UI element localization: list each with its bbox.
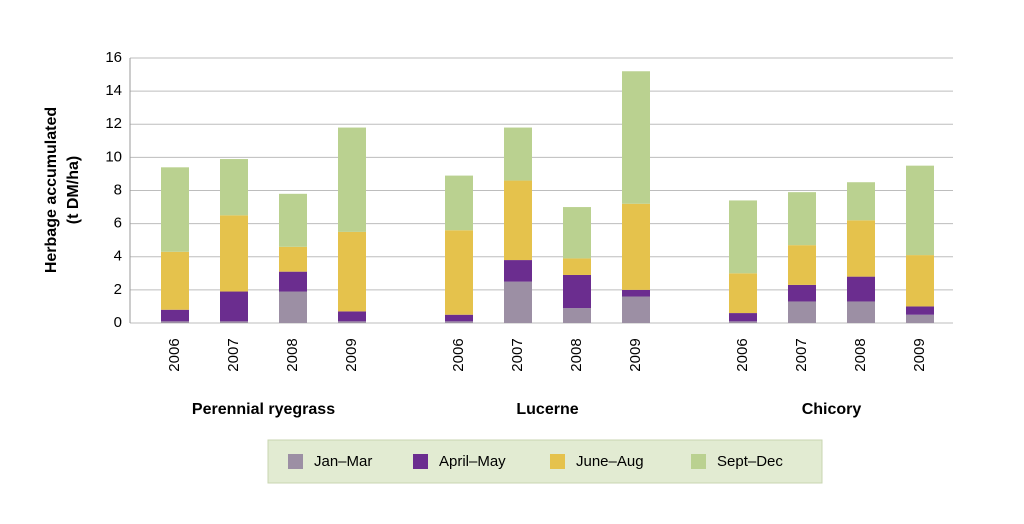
bar-segment xyxy=(622,296,650,323)
bar-segment xyxy=(729,321,757,323)
bar-segment xyxy=(847,182,875,221)
legend-label: Jan–Mar xyxy=(314,453,372,470)
x-tick-label: 2007 xyxy=(509,338,526,371)
y-tick-label: 4 xyxy=(114,248,122,265)
bar-segment xyxy=(338,231,366,312)
bar-segment xyxy=(279,271,307,292)
bar-segment xyxy=(220,159,248,216)
bar-segment xyxy=(161,309,189,322)
bar-segment xyxy=(220,321,248,323)
bar-segment xyxy=(788,245,816,285)
legend-swatch xyxy=(550,454,565,469)
bar-segment xyxy=(729,200,757,274)
y-tick-label: 12 xyxy=(105,115,122,132)
bar-segment xyxy=(788,284,816,302)
x-tick-label: 2006 xyxy=(450,338,467,371)
y-tick-label: 16 xyxy=(105,49,122,66)
bar-segment xyxy=(445,230,473,315)
bar-segment xyxy=(729,273,757,314)
bar-segment xyxy=(338,127,366,232)
x-tick-label: 2008 xyxy=(284,338,301,371)
bar-segment xyxy=(622,203,650,290)
legend-label: Sept–Dec xyxy=(717,453,783,470)
x-tick-label: 2009 xyxy=(627,338,644,371)
x-tick-label: 2006 xyxy=(166,338,183,371)
x-tick-label: 2007 xyxy=(225,338,242,371)
bar-segment xyxy=(906,165,934,256)
bar-segment xyxy=(338,311,366,322)
bar-segment xyxy=(279,246,307,272)
bar-segment xyxy=(504,180,532,261)
y-axis-label: Herbage accumulated xyxy=(43,107,60,273)
legend-label: June–Aug xyxy=(576,453,644,470)
x-tick-label: 2006 xyxy=(734,338,751,371)
bar-segment xyxy=(161,321,189,323)
bar-segment xyxy=(563,207,591,259)
x-tick-label: 2008 xyxy=(852,338,869,371)
bar-segment xyxy=(504,281,532,323)
bar-segment xyxy=(563,308,591,323)
x-tick-label: 2009 xyxy=(343,338,360,371)
bar-segment xyxy=(161,251,189,310)
legend-box xyxy=(267,439,823,484)
x-tick-label: 2008 xyxy=(568,338,585,371)
group-label: Lucerne xyxy=(516,401,578,418)
bar-segment xyxy=(847,301,875,323)
bar-segment xyxy=(622,289,650,297)
bar-segment xyxy=(445,314,473,322)
bar-segment xyxy=(847,220,875,277)
bar-segment xyxy=(788,301,816,323)
bar-segment xyxy=(906,255,934,307)
bar-segment xyxy=(504,127,532,181)
legend-swatch xyxy=(288,454,303,469)
bar-segment xyxy=(622,71,650,204)
y-tick-label: 2 xyxy=(114,281,122,298)
bar-segment xyxy=(906,314,934,323)
bar-segment xyxy=(504,260,532,282)
y-tick-label: 0 xyxy=(114,314,122,331)
bar-segment xyxy=(445,321,473,323)
group-label: Perennial ryegrass xyxy=(192,401,335,418)
group-label: Chicory xyxy=(802,401,862,418)
bar-segment xyxy=(445,175,473,231)
bar-segment xyxy=(729,313,757,322)
bar-segment xyxy=(563,274,591,309)
bar-segment xyxy=(161,167,189,252)
bar-segment xyxy=(220,215,248,292)
y-axis-label: (t DM/ha) xyxy=(65,156,82,224)
bar-segment xyxy=(906,306,934,315)
bar-segment xyxy=(563,258,591,275)
legend-label: April–May xyxy=(439,453,506,470)
bar-segment xyxy=(220,291,248,322)
x-tick-label: 2009 xyxy=(911,338,928,371)
legend-swatch xyxy=(691,454,706,469)
x-tick-label: 2007 xyxy=(793,338,810,371)
bar-segment xyxy=(788,192,816,246)
y-tick-label: 6 xyxy=(114,215,122,232)
y-tick-label: 8 xyxy=(114,181,122,198)
y-tick-label: 10 xyxy=(105,148,122,165)
bar-segment xyxy=(847,276,875,302)
bar-segment xyxy=(279,193,307,247)
bar-segment xyxy=(338,321,366,323)
y-tick-label: 14 xyxy=(105,82,122,99)
legend-swatch xyxy=(413,454,428,469)
bar-segment xyxy=(279,291,307,323)
